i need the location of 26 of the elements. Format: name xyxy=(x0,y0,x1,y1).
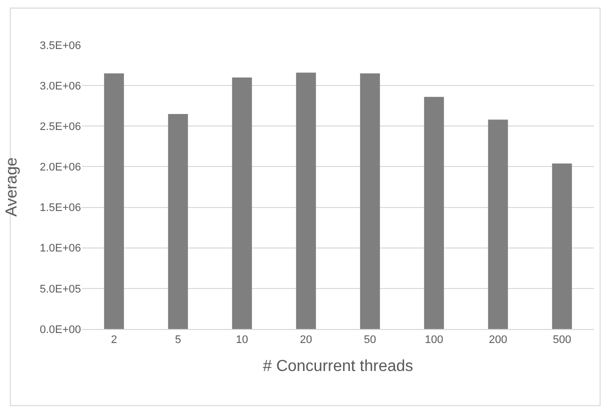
x-axis-title: # Concurrent threads xyxy=(262,358,414,375)
bar xyxy=(296,72,316,329)
bar xyxy=(424,96,444,329)
x-tick-label: 2 xyxy=(110,334,118,346)
y-tick-label: 3.0E+06 xyxy=(40,80,81,92)
x-tick-label: 500 xyxy=(552,334,572,346)
x-tick-label: 20 xyxy=(300,334,312,346)
y-tick-label: 2.0E+06 xyxy=(40,162,81,174)
y-tick-label: 1.0E+06 xyxy=(40,242,81,255)
x-tick-label: 200 xyxy=(488,334,508,346)
bar xyxy=(104,73,124,329)
y-tick-label: 5.0E+05 xyxy=(40,283,81,296)
x-tick-label: 50 xyxy=(364,334,376,346)
x-tick-label: 5 xyxy=(174,334,182,346)
bar xyxy=(232,77,252,329)
y-tick-label: 3.5E+06 xyxy=(40,40,81,52)
bar xyxy=(168,114,188,329)
x-tick-label: 100 xyxy=(424,334,444,346)
y-tick-label: 2.5E+06 xyxy=(40,120,81,133)
bar xyxy=(488,120,508,329)
y-tick-label: 0.0E+00 xyxy=(40,324,81,336)
y-tick-label: 1.5E+06 xyxy=(40,202,81,214)
bar xyxy=(552,163,572,329)
y-axis-title: Average xyxy=(4,157,21,217)
bar xyxy=(360,73,380,329)
x-tick-label: 10 xyxy=(236,334,248,346)
